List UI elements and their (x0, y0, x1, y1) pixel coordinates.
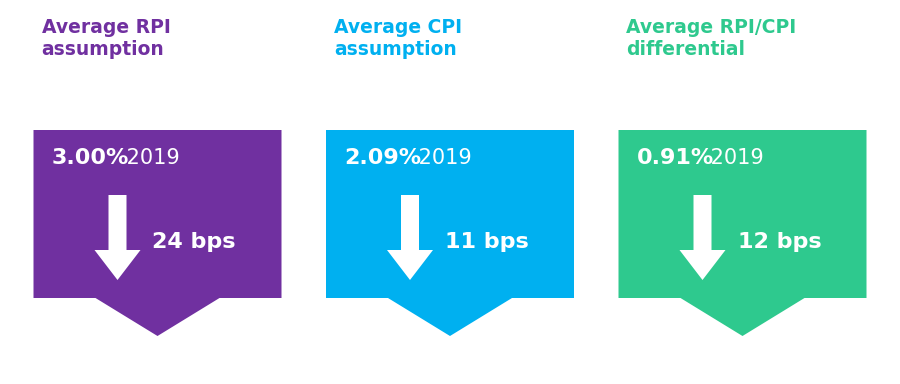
Text: 12 bps: 12 bps (737, 232, 821, 253)
Text: Average RPI/CPI: Average RPI/CPI (626, 18, 796, 37)
Polygon shape (94, 195, 140, 280)
Text: Average RPI: Average RPI (41, 18, 170, 37)
Text: differential: differential (626, 40, 745, 59)
Text: 2019: 2019 (120, 148, 179, 168)
Text: Average CPI: Average CPI (334, 18, 462, 37)
Polygon shape (326, 130, 574, 336)
Text: 2019: 2019 (705, 148, 764, 168)
Text: 0.91%: 0.91% (636, 148, 714, 168)
Text: assumption: assumption (334, 40, 456, 59)
Text: assumption: assumption (41, 40, 164, 59)
Text: 2019: 2019 (412, 148, 472, 168)
Polygon shape (680, 195, 725, 280)
Polygon shape (33, 130, 282, 336)
Polygon shape (387, 195, 433, 280)
Text: 3.00%: 3.00% (51, 148, 129, 168)
Text: 11 bps: 11 bps (445, 232, 529, 253)
Text: 24 bps: 24 bps (152, 232, 236, 253)
Text: 2.09%: 2.09% (344, 148, 421, 168)
Polygon shape (618, 130, 867, 336)
